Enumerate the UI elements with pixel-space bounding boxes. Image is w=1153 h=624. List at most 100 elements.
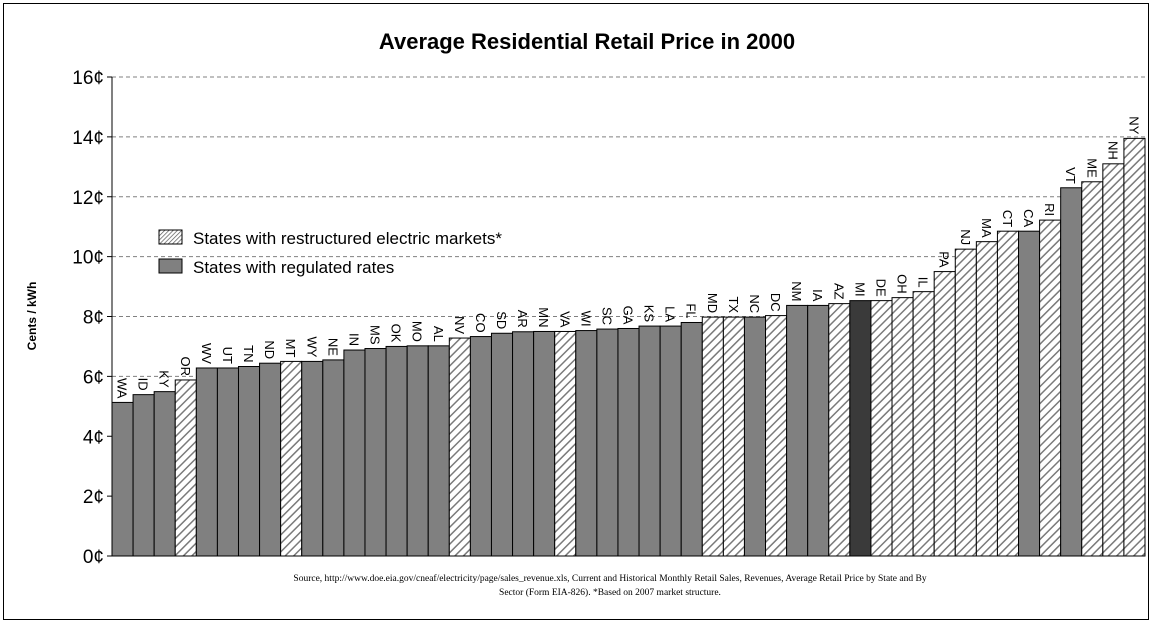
legend-swatch-regulated (158, 258, 183, 274)
legend-label-restructured: States with restructured electric market… (193, 229, 502, 248)
category-label-il: IL (916, 277, 931, 288)
bar-mt (280, 360, 303, 557)
category-label-ga: GA (621, 306, 636, 325)
bar-dc (765, 315, 788, 557)
y-tick-label: 10¢ (72, 248, 104, 269)
category-label-nc: NC (747, 294, 762, 313)
category-label-ca: CA (1021, 209, 1036, 227)
y-tick-label: 16¢ (72, 68, 104, 89)
y-tick-label: 2¢ (83, 487, 104, 508)
bar-tn (237, 366, 261, 557)
category-label-ky: KY (157, 370, 172, 388)
bar-ar (512, 331, 535, 557)
category-label-md: MD (705, 293, 720, 313)
bar-mo (406, 345, 429, 557)
bar-ok (385, 345, 408, 557)
bar-va (554, 330, 577, 557)
category-label-va: VA (557, 311, 572, 328)
category-label-nd: ND (262, 340, 277, 359)
category-label-ms: MS (368, 325, 383, 345)
category-label-mi: MI (852, 282, 867, 296)
bar-nj (954, 248, 977, 557)
legend-swatch-restructured (158, 229, 183, 245)
category-label-az: AZ (831, 283, 846, 300)
bar-in (343, 349, 366, 557)
y-axis-ticks: 0¢ 2¢ 4¢ 6¢ 8¢ 10¢ 12¢ 14¢ 16¢ (72, 68, 112, 568)
bar-wy (301, 360, 324, 557)
category-label-oh: OH (895, 274, 910, 294)
bar-nh (1102, 163, 1125, 557)
y-tick-label: 12¢ (72, 188, 104, 209)
category-label-la: LA (663, 306, 678, 322)
category-label-ct: CT (1000, 210, 1015, 227)
bar-ne (322, 359, 345, 557)
bar-ca (1018, 230, 1041, 557)
category-label-nv: NV (452, 316, 467, 334)
category-label-ks: KS (642, 305, 657, 323)
bar-ky (153, 391, 176, 557)
y-tick-label: 0¢ (83, 547, 104, 568)
bar-la (659, 325, 682, 557)
chart-title: Average Residential Retail Price in 2000 (379, 29, 795, 54)
bar-az (828, 303, 851, 557)
bar-ma (975, 241, 998, 557)
category-label-co: CO (473, 313, 488, 333)
bar-al (427, 345, 450, 557)
category-label-nm: NM (789, 281, 804, 301)
category-label-ne: NE (325, 338, 340, 356)
category-label-mo: MO (410, 321, 425, 342)
category-label-ma: MA (979, 218, 994, 238)
category-label-de: DE (873, 279, 888, 297)
bar-wv (195, 367, 218, 557)
bar-il (912, 291, 935, 557)
bar-sc (596, 328, 619, 557)
category-label-ia: IA (810, 289, 825, 302)
bar-ct (996, 230, 1020, 557)
category-label-mt: MT (283, 339, 298, 358)
bar-wa (111, 401, 134, 557)
bar-ks (638, 325, 661, 557)
category-label-ar: AR (515, 310, 530, 328)
category-label-wa: WA (115, 378, 130, 399)
category-label-fl: FL (684, 303, 699, 318)
bar-fl (680, 321, 703, 557)
category-label-nj: NJ (958, 229, 973, 245)
bar-nc (743, 316, 767, 557)
bar-ut (216, 367, 239, 557)
bar-ia (807, 304, 830, 557)
bar-ri (1039, 219, 1062, 557)
category-label-al: AL (431, 326, 446, 342)
category-label-dc: DC (768, 293, 783, 312)
bar-ms (364, 348, 387, 557)
y-tick-label: 8¢ (83, 308, 104, 329)
category-label-ri: RI (1042, 203, 1057, 216)
bar-vt (1060, 187, 1083, 557)
category-label-sd: SD (494, 311, 509, 329)
category-label-id: ID (136, 378, 151, 391)
category-label-tx: TX (726, 296, 741, 313)
category-label-ut: UT (220, 347, 235, 364)
bar-me (1081, 181, 1104, 557)
y-tick-label: 14¢ (72, 128, 104, 149)
source-note-line-1: Source, http://www.doe.eia.gov/cneaf/ele… (293, 574, 927, 584)
category-label-wv: WV (199, 343, 214, 364)
legend-label-regulated: States with regulated rates (193, 258, 394, 277)
category-label-sc: SC (599, 307, 614, 325)
bar-de (870, 300, 893, 557)
category-label-ok: OK (389, 324, 404, 343)
category-label-nh: NH (1105, 141, 1120, 160)
category-label-wi: WI (578, 311, 593, 327)
category-label-or: OR (178, 356, 193, 376)
bar-mi (849, 300, 872, 557)
source-note-line-2: Sector (Form EIA-826). *Based on 2007 ma… (499, 588, 721, 598)
bar-oh (891, 297, 914, 557)
y-tick-label: 4¢ (83, 427, 104, 448)
bar-nv (448, 337, 471, 557)
category-label-in: IN (346, 333, 361, 346)
category-label-pa: PA (937, 251, 952, 268)
bar-co (469, 336, 492, 557)
legend: States with restructured electric market… (158, 229, 502, 277)
category-label-mn: MN (536, 307, 551, 327)
bar-md (701, 316, 724, 557)
